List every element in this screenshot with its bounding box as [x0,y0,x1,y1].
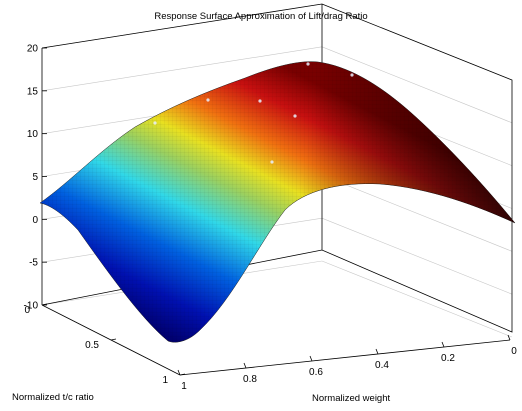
z-tick-label: 5 [32,172,38,183]
sample-point [350,73,354,77]
sample-point [153,121,157,125]
x-tick-mark [179,373,186,376]
x-tick-mark [41,303,48,306]
response-surface [39,61,516,343]
grid-line [321,175,513,252]
x-axis-ticks: 00.51 [24,303,186,386]
x-tick-label: 1 [162,375,168,386]
sample-point [206,98,210,102]
y-tick-label: 0 [511,346,517,357]
y-axis-line [179,339,511,376]
y-tick-mark [177,369,181,376]
sample-point [306,62,310,66]
grid-line [41,46,323,92]
y-tick-label: 0.6 [309,367,323,378]
y-tick-label: 0.4 [375,360,389,371]
sample-point [270,160,274,164]
sample-point [258,99,262,103]
y-tick-label: 0.2 [441,353,455,364]
grid-line [321,260,513,338]
z-tick-label: 15 [27,86,39,97]
z-axis-ticks: 20 15 10 5 0 -5 -10 [24,44,47,312]
surface-mesh [40,61,515,343]
sample-point [293,114,297,118]
x-tick-label: 0 [24,305,30,316]
grid-line [321,46,513,124]
z-tick-label: 20 [27,44,39,55]
y-tick-mark [441,341,445,348]
y-tick-label: 1 [181,381,187,392]
y-tick-mark [375,348,379,355]
y-axis-label: Normalized weight [312,393,391,404]
z-tick-label: 10 [27,129,39,140]
z-tick-label: -10 [24,301,39,312]
x-axis-label: Normalized t/c ratio [12,392,94,403]
z-tick-label: 0 [32,215,38,226]
y-tick-mark [309,355,313,362]
sample-points [153,62,354,164]
chart-title: Response Surface Approximation of Lift/d… [154,11,367,22]
grid-line [321,217,513,295]
x-tick-mark [110,338,117,341]
x-tick-label: 0.5 [85,340,99,351]
z-tick-label: -5 [29,258,38,269]
y-tick-mark [243,362,247,369]
y-tick-label: 0.8 [243,374,257,385]
y-axis-ticks: 1 0.8 0.6 0.4 0.2 0 [177,334,517,392]
y-tick-mark [507,334,511,341]
